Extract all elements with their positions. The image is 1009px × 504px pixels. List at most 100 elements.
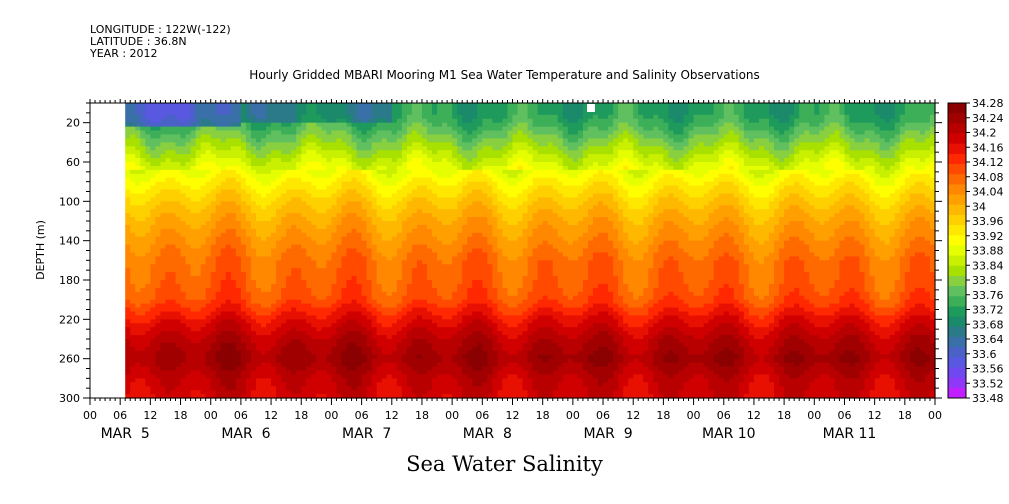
salinity-cell: [392, 292, 398, 297]
salinity-cell: [362, 190, 368, 195]
salinity-cell: [186, 229, 192, 234]
salinity-cell: [276, 225, 282, 230]
salinity-cell: [372, 374, 378, 379]
salinity-cell: [407, 178, 413, 183]
salinity-cell: [442, 186, 448, 191]
salinity-cell: [402, 138, 408, 143]
salinity-cell: [447, 382, 453, 387]
salinity-cell: [276, 284, 282, 289]
salinity-cell: [316, 260, 322, 265]
salinity-cell: [437, 386, 443, 391]
salinity-cell: [402, 123, 408, 128]
salinity-cell: [316, 190, 322, 195]
salinity-cell: [145, 252, 151, 257]
salinity-cell: [165, 131, 171, 136]
salinity-cell: [321, 331, 327, 336]
salinity-cell: [377, 131, 383, 136]
salinity-cell: [341, 355, 347, 360]
salinity-cell: [442, 111, 448, 116]
salinity-cell: [341, 178, 347, 183]
salinity-cell: [150, 347, 156, 352]
salinity-cell: [176, 319, 182, 324]
salinity-cell: [452, 300, 458, 305]
salinity-cell: [231, 193, 237, 198]
salinity-cell: [201, 355, 207, 360]
salinity-cell: [412, 304, 418, 309]
salinity-cell: [181, 127, 187, 132]
salinity-cell: [311, 237, 317, 242]
salinity-cell: [281, 119, 287, 124]
salinity-cell: [211, 233, 217, 238]
salinity-cell: [291, 386, 297, 391]
salinity-cell: [367, 119, 373, 124]
salinity-cell: [352, 370, 358, 375]
salinity-cell: [251, 339, 257, 344]
salinity-cell: [281, 386, 287, 391]
salinity-cell: [341, 193, 347, 198]
salinity-cell: [457, 190, 463, 195]
salinity-cell: [206, 170, 212, 175]
salinity-cell: [286, 370, 292, 375]
salinity-cell: [246, 138, 252, 143]
salinity-cell: [367, 146, 373, 151]
salinity-cell: [417, 123, 423, 128]
salinity-cell: [321, 103, 327, 108]
salinity-cell: [392, 123, 398, 128]
salinity-cell: [387, 115, 393, 120]
salinity-cell: [311, 386, 317, 391]
salinity-cell: [221, 288, 227, 293]
salinity-cell: [296, 315, 302, 320]
salinity-cell: [372, 382, 378, 387]
salinity-cell: [251, 138, 257, 143]
salinity-cell: [347, 252, 353, 257]
salinity-cell: [196, 252, 202, 257]
salinity-cell: [412, 162, 418, 167]
salinity-cell: [341, 359, 347, 364]
salinity-cell: [231, 190, 237, 195]
salinity-cell: [402, 327, 408, 332]
salinity-cell: [402, 142, 408, 147]
salinity-cell: [170, 154, 176, 159]
salinity-cell: [372, 288, 378, 293]
salinity-cell: [392, 382, 398, 387]
salinity-cell: [442, 359, 448, 364]
salinity-cell: [316, 272, 322, 277]
salinity-cell: [352, 268, 358, 273]
salinity-cell: [256, 119, 262, 124]
salinity-cell: [306, 260, 312, 265]
salinity-cell: [135, 363, 141, 368]
salinity-cell: [145, 300, 151, 305]
salinity-cell: [221, 217, 227, 222]
salinity-cell: [377, 209, 383, 214]
salinity-cell: [412, 327, 418, 332]
salinity-cell: [281, 260, 287, 265]
salinity-cell: [362, 150, 368, 155]
salinity-cell: [231, 115, 237, 120]
salinity-cell: [271, 335, 277, 340]
salinity-cell: [347, 315, 353, 320]
salinity-cell: [341, 343, 347, 348]
salinity-cell: [412, 138, 418, 143]
salinity-cell: [377, 378, 383, 383]
salinity-cell: [452, 217, 458, 222]
salinity-cell: [286, 386, 292, 391]
salinity-cell: [226, 382, 232, 387]
salinity-cell: [347, 190, 353, 195]
salinity-cell: [271, 107, 277, 112]
salinity-cell: [392, 288, 398, 293]
salinity-cell: [261, 146, 267, 151]
salinity-cell: [256, 272, 262, 277]
salinity-cell: [331, 205, 337, 210]
salinity-cell: [347, 201, 353, 206]
salinity-cell: [377, 174, 383, 179]
salinity-cell: [326, 311, 332, 316]
salinity-cell: [256, 162, 262, 167]
salinity-cell: [291, 241, 297, 246]
salinity-cell: [412, 386, 418, 391]
salinity-cell: [422, 292, 428, 297]
salinity-cell: [321, 296, 327, 301]
salinity-cell: [226, 367, 232, 372]
salinity-cell: [221, 115, 227, 120]
salinity-cell: [392, 142, 398, 147]
salinity-cell: [211, 347, 217, 352]
